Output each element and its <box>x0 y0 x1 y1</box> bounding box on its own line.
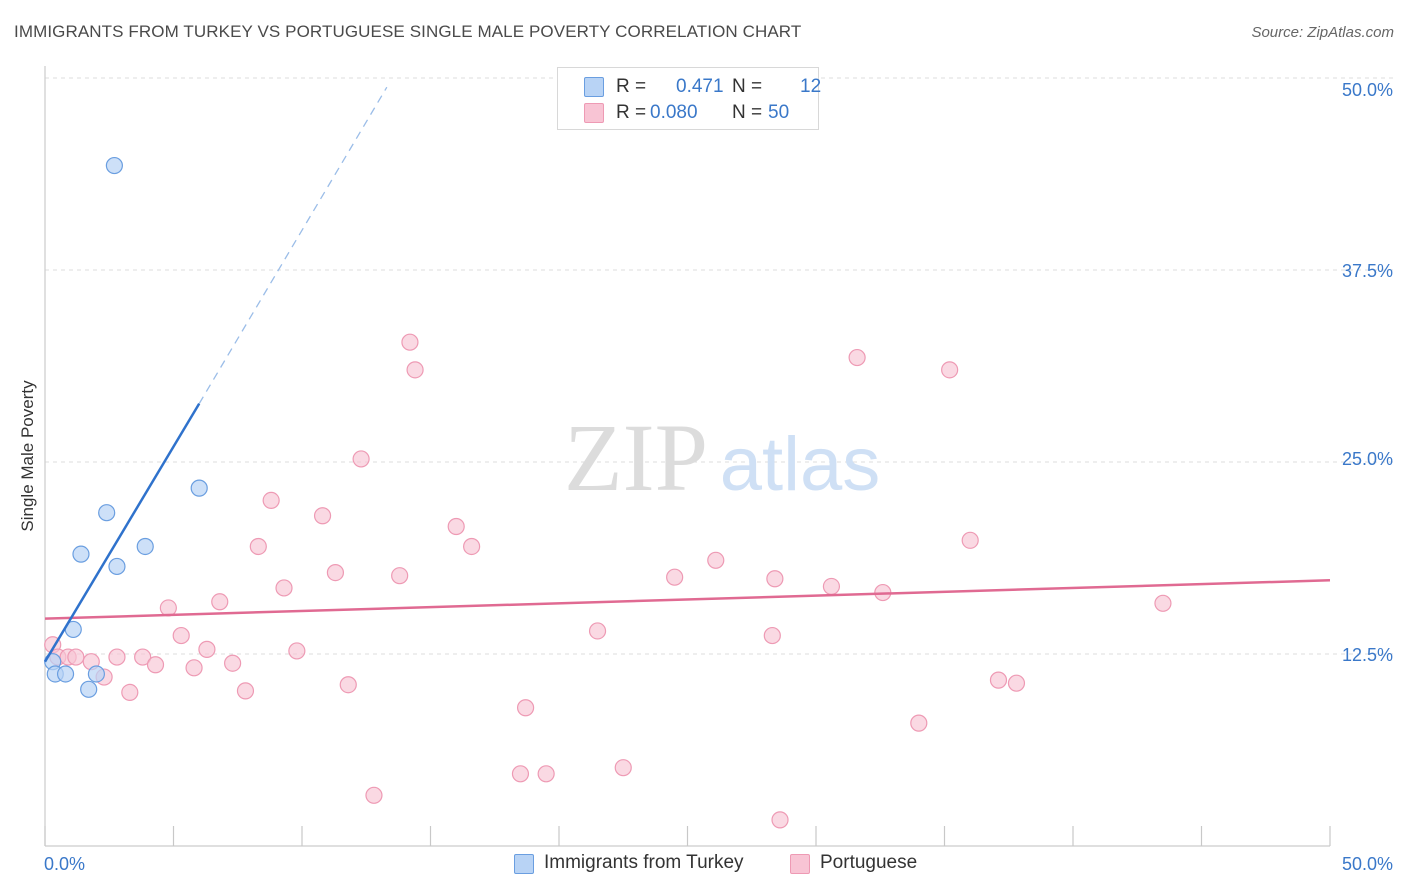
y-tick-label-3: 50.0% <box>1342 80 1393 100</box>
portuguese-point-20 <box>288 642 306 660</box>
portuguese-point-40 <box>766 570 784 588</box>
portuguese-n-label: N = <box>732 102 763 123</box>
portuguese-point-42 <box>848 348 866 367</box>
portuguese-n-value: 50 <box>768 102 790 123</box>
axes <box>44 66 1331 847</box>
portuguese-point-22 <box>326 563 345 582</box>
series-turkey-points <box>44 156 208 698</box>
turkey-point-2 <box>56 665 75 683</box>
turkey-trend-line <box>43 402 201 663</box>
turkey-point-9 <box>136 537 154 556</box>
turkey-n-value: 12 <box>800 76 822 97</box>
portuguese-point-17 <box>249 537 267 556</box>
portuguese-point-34 <box>588 622 607 640</box>
trend-lines <box>43 86 1331 663</box>
portuguese-trend-line <box>44 579 1331 620</box>
portuguese-r-label: R = <box>616 102 647 123</box>
portuguese-swatch <box>584 103 604 123</box>
portuguese-point-9 <box>146 656 165 674</box>
y-tick-label-0: 12.5% <box>1342 645 1393 665</box>
chart-legend: Immigrants from Turkey Portuguese <box>0 851 1406 879</box>
x-tick-label-1: 50.0% <box>1342 854 1393 874</box>
portuguese-point-45 <box>941 361 959 379</box>
portuguese-point-30 <box>463 537 481 556</box>
portuguese-point-27 <box>401 333 419 351</box>
portuguese-point-28 <box>406 361 424 379</box>
portuguese-point-37 <box>707 551 725 569</box>
legend-swatch-portuguese <box>790 854 810 874</box>
turkey-r-label: R = <box>616 76 647 97</box>
portuguese-point-23 <box>339 676 357 694</box>
portuguese-point-12 <box>185 659 203 677</box>
legend-swatch-turkey <box>514 854 534 874</box>
portuguese-point-6 <box>108 648 126 666</box>
legend-label-portuguese: Portuguese <box>820 852 918 873</box>
portuguese-point-32 <box>516 699 535 717</box>
turkey-point-7 <box>98 504 116 522</box>
legend-label-turkey: Immigrants from Turkey <box>544 852 744 873</box>
portuguese-point-46 <box>961 531 979 549</box>
portuguese-point-31 <box>511 765 530 783</box>
turkey-trend-extension <box>198 86 388 404</box>
watermark-zip: ZIP <box>564 404 708 511</box>
turkey-point-6 <box>87 665 106 683</box>
turkey-point-4 <box>72 545 90 563</box>
source-credit: Source: ZipAtlas.com <box>1251 24 1394 41</box>
turkey-point-5 <box>80 680 98 698</box>
portuguese-point-14 <box>211 593 229 611</box>
portuguese-r-value: 0.080 <box>650 102 698 123</box>
portuguese-point-24 <box>352 450 370 468</box>
portuguese-point-47 <box>989 671 1008 689</box>
portuguese-point-7 <box>121 683 139 702</box>
portuguese-point-39 <box>763 626 781 645</box>
turkey-point-8 <box>108 557 126 576</box>
portuguese-point-8 <box>134 648 152 666</box>
portuguese-point-36 <box>666 568 684 586</box>
portuguese-point-11 <box>172 626 190 645</box>
portuguese-point-26 <box>391 567 409 585</box>
x-tick-label-0: 0.0% <box>44 854 85 874</box>
y-tick-label-2: 37.5% <box>1342 261 1393 281</box>
portuguese-point-44 <box>910 714 928 732</box>
portuguese-point-41 <box>822 577 841 596</box>
portuguese-point-18 <box>262 491 280 509</box>
portuguese-point-13 <box>198 640 216 658</box>
portuguese-point-38 <box>771 811 789 829</box>
portuguese-point-3 <box>67 648 85 666</box>
watermark: ZIP atlas <box>564 404 880 511</box>
correlation-stats-box: R = 0.471 N = 12 R = 0.080 N = 50 <box>557 67 822 130</box>
turkey-point-11 <box>105 156 123 175</box>
portuguese-point-10 <box>159 599 177 617</box>
portuguese-point-15 <box>224 654 242 672</box>
portuguese-point-16 <box>236 682 255 700</box>
turkey-point-10 <box>190 479 208 497</box>
y-tick-label-1: 25.0% <box>1342 449 1393 469</box>
portuguese-point-29 <box>447 517 465 536</box>
series-portuguese-points <box>44 333 1172 829</box>
portuguese-point-49 <box>1154 594 1172 612</box>
watermark-atlas: atlas <box>720 422 881 507</box>
portuguese-point-33 <box>537 765 555 783</box>
portuguese-point-21 <box>313 507 332 525</box>
chart-title: IMMIGRANTS FROM TURKEY VS PORTUGUESE SIN… <box>14 22 802 41</box>
portuguese-point-48 <box>1007 674 1026 692</box>
tick-labels: 12.5% 25.0% 37.5% 50.0% 0.0% 50.0% <box>44 80 1393 874</box>
portuguese-point-19 <box>275 579 293 597</box>
portuguese-point-35 <box>614 759 632 777</box>
turkey-swatch <box>584 77 604 97</box>
portuguese-point-25 <box>365 786 383 804</box>
turkey-n-label: N = <box>732 76 763 97</box>
turkey-r-value: 0.471 <box>676 76 724 97</box>
